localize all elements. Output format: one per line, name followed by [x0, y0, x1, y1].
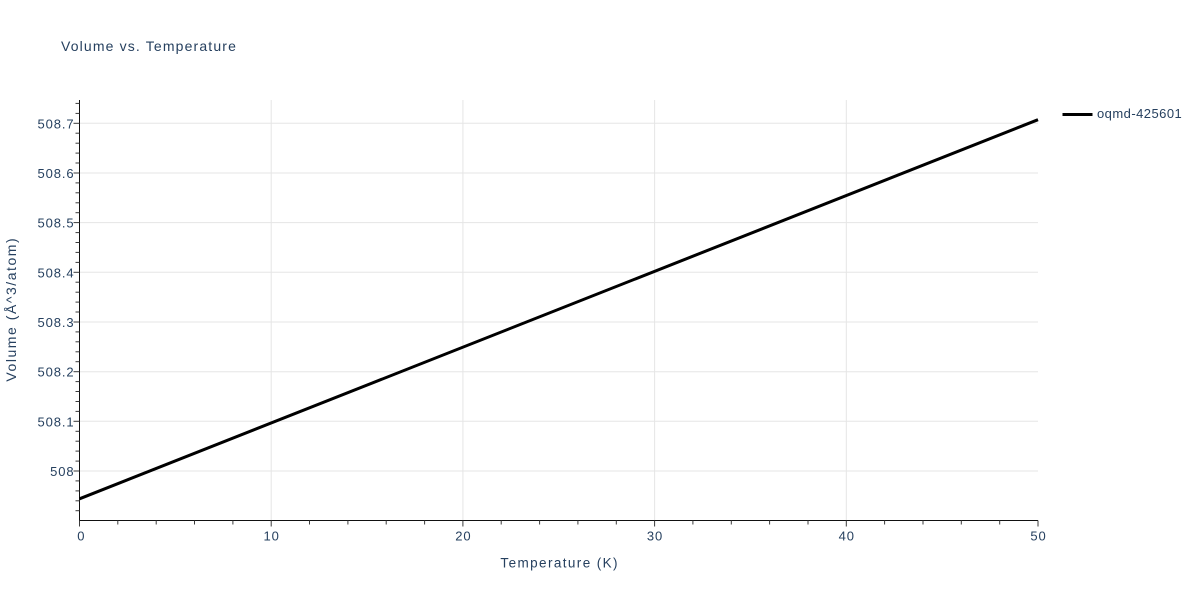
svg-text:50: 50 — [1030, 529, 1046, 544]
svg-text:20: 20 — [455, 529, 471, 544]
svg-text:30: 30 — [647, 529, 663, 544]
svg-text:Temperature (K): Temperature (K) — [500, 555, 619, 570]
svg-text:508.4: 508.4 — [37, 265, 74, 280]
svg-text:Volume vs. Temperature: Volume vs. Temperature — [61, 38, 237, 54]
svg-text:508.1: 508.1 — [37, 414, 74, 429]
svg-text:10: 10 — [264, 529, 280, 544]
svg-text:508: 508 — [50, 464, 74, 479]
svg-text:40: 40 — [839, 529, 855, 544]
svg-text:508.2: 508.2 — [37, 365, 74, 380]
svg-text:508.6: 508.6 — [37, 166, 74, 181]
svg-text:508.3: 508.3 — [37, 315, 74, 330]
svg-text:508.5: 508.5 — [37, 216, 74, 231]
svg-text:508.7: 508.7 — [37, 116, 74, 131]
svg-text:0: 0 — [77, 529, 85, 544]
svg-text:oqmd-425601: oqmd-425601 — [1097, 106, 1182, 121]
svg-text:Volume (Å^3/atom): Volume (Å^3/atom) — [3, 237, 19, 382]
